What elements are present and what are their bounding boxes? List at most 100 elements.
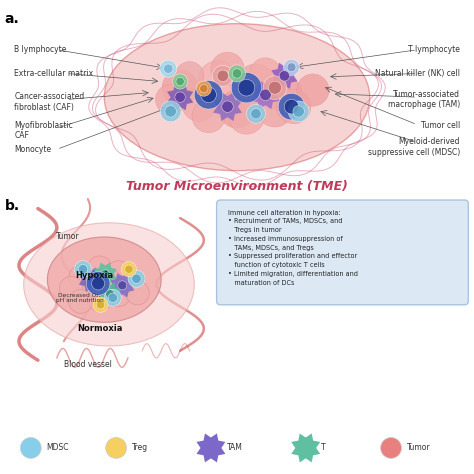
Circle shape xyxy=(212,65,233,86)
Text: Cancer-associated
fibroblast (CAF): Cancer-associated fibroblast (CAF) xyxy=(14,92,84,111)
Circle shape xyxy=(192,100,225,133)
Circle shape xyxy=(132,274,141,283)
Text: Tumor: Tumor xyxy=(55,232,79,240)
Text: Normoxia: Normoxia xyxy=(77,324,122,332)
Circle shape xyxy=(116,273,140,297)
Circle shape xyxy=(176,77,184,86)
Polygon shape xyxy=(94,263,117,285)
Circle shape xyxy=(106,438,127,458)
Ellipse shape xyxy=(47,237,161,322)
Circle shape xyxy=(217,70,228,82)
Circle shape xyxy=(250,58,281,89)
Circle shape xyxy=(246,104,265,123)
Circle shape xyxy=(266,77,302,113)
Text: Myofibroblastic
CAF: Myofibroblastic CAF xyxy=(14,121,73,140)
Text: T: T xyxy=(321,444,326,452)
Circle shape xyxy=(59,276,83,300)
Circle shape xyxy=(162,70,198,106)
Circle shape xyxy=(283,59,300,75)
Text: B lymphocyte: B lymphocyte xyxy=(14,46,66,54)
Circle shape xyxy=(222,101,233,112)
Polygon shape xyxy=(99,283,121,305)
Circle shape xyxy=(175,92,185,102)
Circle shape xyxy=(218,90,256,128)
Circle shape xyxy=(118,281,127,290)
Circle shape xyxy=(201,87,216,103)
Text: a.: a. xyxy=(5,12,19,26)
Text: TAM: TAM xyxy=(227,444,242,452)
Circle shape xyxy=(196,81,211,96)
Polygon shape xyxy=(213,92,242,121)
Circle shape xyxy=(237,64,275,102)
Circle shape xyxy=(128,270,145,287)
Circle shape xyxy=(287,63,296,72)
Text: Monocyte: Monocyte xyxy=(14,145,51,154)
Circle shape xyxy=(86,275,95,284)
Circle shape xyxy=(101,270,109,278)
Circle shape xyxy=(231,73,262,103)
Polygon shape xyxy=(251,81,280,109)
Circle shape xyxy=(88,288,111,311)
Text: T lymphocyte: T lymphocyte xyxy=(408,46,460,54)
Circle shape xyxy=(211,52,244,85)
Polygon shape xyxy=(167,84,193,110)
Text: Tumor Microenvironment (TME): Tumor Microenvironment (TME) xyxy=(126,180,348,193)
Circle shape xyxy=(107,283,130,307)
Circle shape xyxy=(173,74,188,89)
Text: Blood vessel: Blood vessel xyxy=(64,360,112,368)
Circle shape xyxy=(69,290,92,313)
Circle shape xyxy=(228,65,246,82)
Circle shape xyxy=(97,269,121,292)
Ellipse shape xyxy=(24,223,194,346)
Text: Decreased O₂,
pH and nutrition: Decreased O₂, pH and nutrition xyxy=(56,292,103,303)
Circle shape xyxy=(164,64,173,73)
Circle shape xyxy=(155,84,186,115)
Circle shape xyxy=(125,265,133,273)
Circle shape xyxy=(106,290,114,298)
Circle shape xyxy=(200,84,208,93)
Circle shape xyxy=(91,277,105,290)
Circle shape xyxy=(232,69,242,78)
Text: Immune cell alteration in hypoxia:
• Recruiment of TAMs, MDSCs, and
   Tregs in : Immune cell alteration in hypoxia: • Rec… xyxy=(228,210,357,285)
Circle shape xyxy=(78,264,88,274)
Text: MDSC: MDSC xyxy=(46,444,69,452)
Circle shape xyxy=(88,256,111,280)
FancyBboxPatch shape xyxy=(217,200,468,305)
Circle shape xyxy=(288,101,309,122)
Text: Tumor: Tumor xyxy=(407,444,430,452)
Circle shape xyxy=(86,272,110,295)
Circle shape xyxy=(182,87,216,121)
Circle shape xyxy=(228,98,264,134)
Polygon shape xyxy=(79,268,103,292)
Circle shape xyxy=(263,76,287,100)
Circle shape xyxy=(20,438,41,458)
Circle shape xyxy=(284,100,299,114)
Circle shape xyxy=(278,93,305,120)
Circle shape xyxy=(93,297,108,312)
Circle shape xyxy=(107,261,130,284)
Circle shape xyxy=(293,106,304,117)
Polygon shape xyxy=(110,273,134,297)
Circle shape xyxy=(198,61,238,100)
Circle shape xyxy=(74,261,91,278)
Circle shape xyxy=(297,74,329,106)
Circle shape xyxy=(251,109,261,119)
Text: Treg: Treg xyxy=(132,444,148,452)
Text: Tumor cell: Tumor cell xyxy=(420,121,460,130)
Circle shape xyxy=(175,62,204,90)
Circle shape xyxy=(69,265,92,289)
Circle shape xyxy=(160,101,181,122)
Circle shape xyxy=(257,91,293,127)
Text: Myeloid-derived
suppressive cell (MDSC): Myeloid-derived suppressive cell (MDSC) xyxy=(367,137,460,156)
Circle shape xyxy=(126,281,149,305)
Polygon shape xyxy=(271,63,298,89)
Polygon shape xyxy=(292,434,320,462)
Circle shape xyxy=(277,90,311,124)
Circle shape xyxy=(121,262,137,277)
Circle shape xyxy=(279,71,290,81)
Text: b.: b. xyxy=(5,199,20,213)
Circle shape xyxy=(260,89,271,100)
Circle shape xyxy=(96,301,105,309)
Circle shape xyxy=(160,60,177,77)
Text: Natural killer (NK) cell: Natural killer (NK) cell xyxy=(375,69,460,78)
